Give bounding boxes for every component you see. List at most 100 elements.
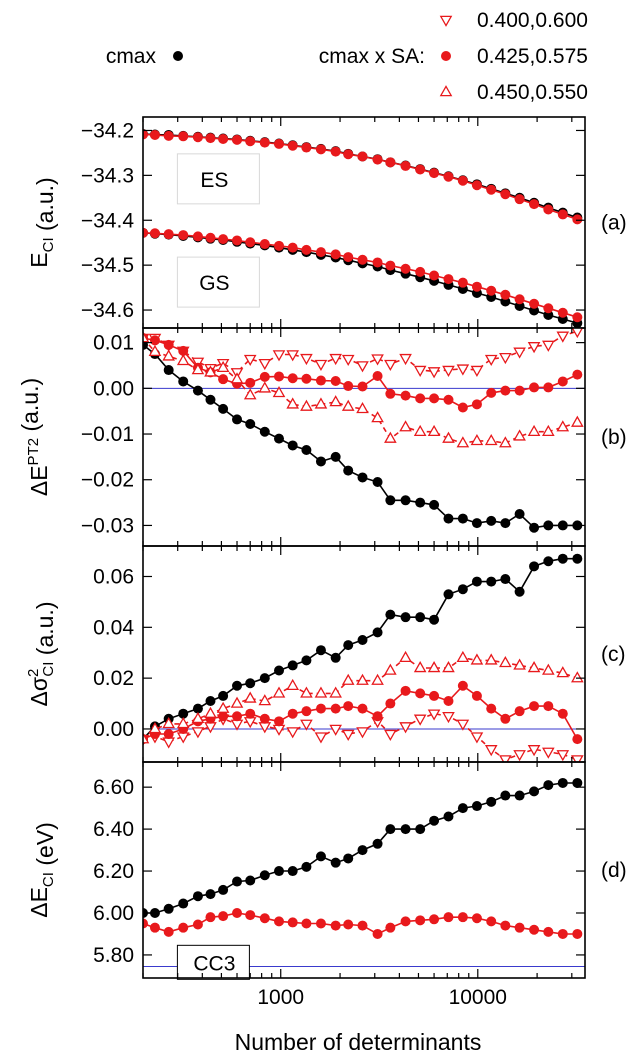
data-point — [456, 364, 470, 376]
data-point — [330, 652, 341, 663]
data-point — [456, 650, 470, 663]
data-point — [529, 924, 540, 935]
data-point — [232, 235, 243, 246]
data-point — [315, 144, 326, 155]
data-point — [272, 350, 286, 362]
data-point — [176, 716, 190, 729]
data-point — [442, 365, 455, 377]
data-point — [385, 495, 396, 506]
data-point — [205, 394, 216, 405]
annotation-gs: GS — [199, 272, 229, 295]
data-point — [457, 584, 468, 595]
legend-marker-cmax — [173, 51, 183, 61]
data-point — [162, 737, 175, 749]
data-point — [216, 701, 230, 713]
data-point — [427, 367, 441, 379]
data-point — [259, 870, 270, 881]
data-point — [486, 387, 497, 398]
data-point — [343, 149, 354, 160]
data-point — [330, 376, 341, 387]
data-point — [301, 861, 312, 872]
data-point — [513, 750, 526, 762]
panel-tag: (c) — [601, 643, 626, 666]
data-point — [571, 328, 584, 339]
data-point — [218, 690, 229, 701]
data-point — [572, 312, 583, 323]
y-tick-label: −34.5 — [81, 254, 134, 277]
data-point — [178, 230, 189, 241]
data-point — [149, 907, 160, 918]
data-point — [427, 661, 441, 673]
data-point — [259, 713, 270, 724]
data-point — [429, 914, 440, 925]
series-line — [143, 337, 578, 445]
y-axis-label: ECI (a.u.) — [26, 177, 58, 267]
annotation-cc3: CC3 — [193, 952, 235, 975]
data-point — [372, 370, 383, 381]
data-point — [500, 289, 511, 300]
data-point — [205, 889, 216, 900]
data-point — [314, 686, 328, 698]
data-point — [245, 678, 256, 689]
data-point — [343, 853, 354, 864]
data-point — [542, 340, 555, 352]
state-label-box — [176, 256, 260, 308]
data-point — [513, 429, 526, 441]
data-point — [218, 403, 229, 414]
data-point — [486, 576, 497, 587]
data-point — [315, 703, 326, 714]
data-point — [301, 142, 312, 153]
data-point — [357, 845, 368, 856]
data-point — [443, 696, 454, 707]
data-point — [557, 520, 568, 531]
data-point — [514, 922, 525, 933]
data-point — [527, 661, 541, 673]
data-point — [178, 708, 189, 719]
data-point — [400, 263, 411, 274]
data-point — [163, 130, 174, 141]
data-point — [205, 912, 216, 923]
data-point — [356, 401, 369, 414]
data-point — [499, 755, 512, 762]
data-point — [442, 712, 455, 724]
data-point — [243, 691, 257, 703]
data-point — [301, 706, 312, 717]
data-point — [429, 168, 440, 179]
data-point — [543, 926, 554, 937]
data-point — [385, 157, 396, 168]
cc3-label-box — [176, 944, 250, 980]
data-point — [557, 777, 568, 788]
data-point — [286, 397, 300, 409]
data-point — [457, 277, 468, 288]
data-point — [513, 347, 526, 359]
legend-marker-sa-2 — [441, 51, 451, 61]
data-point — [470, 653, 484, 665]
data-point — [527, 745, 541, 757]
data-point — [149, 129, 160, 140]
data-point — [543, 556, 554, 567]
data-point — [400, 824, 411, 835]
data-point — [514, 294, 525, 305]
data-point — [471, 913, 482, 924]
y-tick-label: −0.03 — [81, 514, 134, 537]
legend-label-cmax: cmax — [106, 45, 157, 68]
data-point — [385, 824, 396, 835]
data-point — [556, 331, 570, 343]
data-point — [514, 586, 525, 597]
data-point — [163, 339, 174, 350]
data-point — [258, 694, 272, 706]
panel-tag: (a) — [601, 212, 627, 235]
data-point — [500, 713, 511, 724]
data-point — [514, 706, 525, 717]
data-point — [399, 650, 412, 663]
data-point — [178, 898, 189, 909]
y-tick-label: 6.20 — [93, 860, 134, 883]
data-point — [470, 365, 484, 377]
legend-marker-sa-3 — [439, 85, 453, 97]
data-point — [301, 655, 312, 666]
data-point — [330, 920, 341, 931]
data-point — [556, 420, 570, 432]
data-point — [330, 146, 341, 157]
data-point — [484, 745, 498, 757]
data-point — [471, 518, 482, 529]
